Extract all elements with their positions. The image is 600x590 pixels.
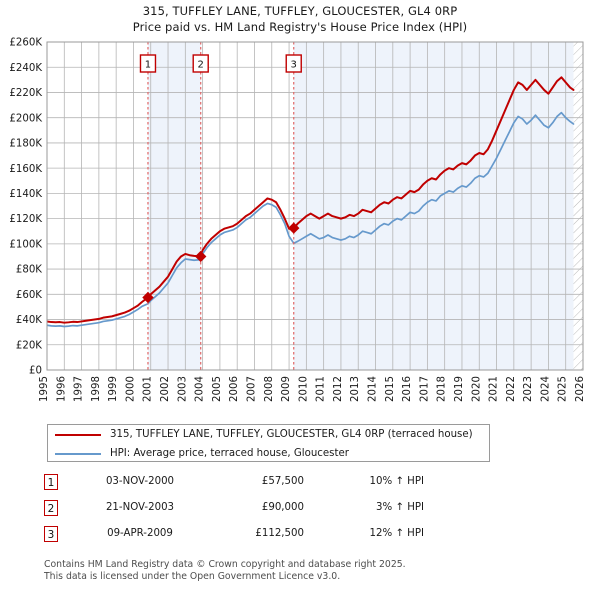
- x-axis-tick-label: 2021: [489, 376, 500, 402]
- y-axis-tick-label: £180K: [9, 139, 42, 150]
- x-axis-tick-label: 2025: [558, 376, 569, 402]
- y-axis-tick-label: £160K: [9, 164, 42, 175]
- legend-item-hpi: HPI: Average price, terraced house, Glou…: [48, 444, 489, 463]
- x-axis-tick-label: 2010: [298, 376, 309, 402]
- legend-label-property: 315, TUFFLEY LANE, TUFFLEY, GLOUCESTER, …: [110, 429, 473, 440]
- x-axis-tick-label: 2023: [523, 376, 534, 402]
- page-title: 315, TUFFLEY LANE, TUFFLEY, GLOUCESTER, …: [0, 3, 600, 35]
- x-axis-tick-label: 1998: [91, 376, 102, 402]
- footer-line-2: This data is licensed under the Open Gov…: [44, 570, 341, 582]
- x-axis-tick-label: 2003: [177, 376, 188, 402]
- table-row: 1 03-NOV-2000 £57,500 10% ↑ HPI: [44, 472, 474, 498]
- title-line-2: Price paid vs. HM Land Registry's House …: [132, 20, 468, 34]
- x-axis-tick-label: 2014: [368, 376, 379, 402]
- y-axis-tick-label: £0: [29, 366, 42, 377]
- attribution-footer: Contains HM Land Registry data © Crown c…: [44, 559, 564, 582]
- y-axis-tick-label: £100K: [9, 239, 42, 250]
- x-axis-tick-label: 2015: [385, 376, 396, 402]
- legend-item-property: 315, TUFFLEY LANE, TUFFLEY, GLOUCESTER, …: [48, 425, 489, 444]
- x-axis-tick-label: 2018: [437, 376, 448, 402]
- x-axis-tick-label: 2016: [402, 376, 413, 402]
- table-row: 2 21-NOV-2003 £90,000 3% ↑ HPI: [44, 498, 474, 524]
- transaction-badge-2: 2: [44, 500, 58, 516]
- series-line-property: [47, 76, 575, 324]
- transaction-badge-3: 3: [44, 526, 58, 542]
- legend-swatch-property: [55, 433, 101, 436]
- marker-callout-box-2: [192, 54, 209, 73]
- y-axis-tick-label: £240K: [9, 63, 42, 74]
- x-axis-tick-label: 2008: [264, 376, 275, 402]
- transaction-hpi-delta-2: 3% ↑ HPI: [376, 502, 424, 513]
- x-axis-tick-label: 2005: [212, 376, 223, 402]
- y-axis-tick-label: £260K: [9, 38, 42, 49]
- ownership-band-2: [293, 42, 583, 370]
- chart-legend: 315, TUFFLEY LANE, TUFFLEY, GLOUCESTER, …: [47, 424, 490, 462]
- x-axis-tick-label: 2009: [281, 376, 292, 402]
- y-axis-tick-label: £20K: [16, 340, 42, 351]
- x-axis-tick-label: 2012: [333, 376, 344, 402]
- transaction-marker-3: [288, 222, 300, 234]
- x-axis-tick-label: 2013: [350, 376, 361, 402]
- marker-callout-label-1: 1: [145, 60, 151, 71]
- transactions-table: 1 03-NOV-2000 £57,500 10% ↑ HPI 2 21-NOV…: [44, 472, 474, 550]
- title-line-1: 315, TUFFLEY LANE, TUFFLEY, GLOUCESTER, …: [142, 4, 458, 18]
- legend-swatch-hpi: [55, 452, 101, 455]
- x-axis-tick-label: 2006: [229, 376, 240, 402]
- marker-callout-box-1: [139, 54, 157, 73]
- transaction-badge-1: 1: [44, 474, 58, 490]
- y-axis-tick-label: £200K: [9, 113, 42, 124]
- x-axis-tick-label: 2024: [540, 376, 551, 402]
- transaction-hpi-delta-1: 10% ↑ HPI: [369, 476, 424, 487]
- transaction-marker-1: [142, 291, 154, 304]
- x-axis-tick-label: 2019: [454, 376, 465, 402]
- x-axis-tick-label: 1997: [74, 376, 85, 402]
- transaction-date-2: 21-NOV-2003: [105, 502, 175, 513]
- marker-callout-label-3: 3: [291, 60, 297, 71]
- marker-callout-box-3: [285, 54, 302, 73]
- x-axis-tick-label: 2004: [195, 376, 206, 402]
- x-axis-tick-label: 1999: [108, 376, 119, 402]
- transaction-price-2: £90,000: [261, 502, 304, 513]
- y-axis-tick-label: £40K: [16, 315, 42, 326]
- marker-points: [142, 222, 300, 304]
- transaction-date-3: 09-APR-2009: [107, 528, 173, 539]
- x-axis-tick-label: 2007: [246, 376, 257, 402]
- ownership-bands: [147, 42, 583, 370]
- x-axis-tick-label: 2022: [506, 376, 517, 402]
- x-axis-tick-label: 2000: [125, 376, 136, 402]
- transaction-price-3: £112,500: [255, 528, 304, 539]
- plot-frame: [46, 41, 584, 371]
- no-data-hatch: [573, 42, 583, 370]
- y-axis-tick-label: £80K: [16, 265, 42, 276]
- footer-line-1: Contains HM Land Registry data © Crown c…: [44, 559, 406, 570]
- series-line-hpi: [47, 111, 575, 328]
- y-axis-ticks: £0 £20K £40K £60K £80K £100K £120K £140K £160K £1…: [9, 38, 42, 377]
- marker-labels: 1 2 3: [139, 54, 302, 73]
- x-axis-tick-label: 1995: [39, 376, 50, 402]
- y-axis-tick-label: £60K: [16, 290, 42, 301]
- legend-label-hpi: HPI: Average price, terraced house, Glou…: [110, 448, 349, 459]
- y-axis-tick-label: £120K: [9, 214, 42, 225]
- x-axis-tick-label: 2020: [471, 376, 482, 402]
- transaction-hpi-delta-3: 12% ↑ HPI: [369, 528, 424, 539]
- x-axis-tick-label: 1996: [56, 376, 67, 402]
- table-row: 3 09-APR-2009 £112,500 12% ↑ HPI: [44, 524, 474, 550]
- transaction-date-1: 03-NOV-2000: [105, 476, 175, 487]
- x-axis-tick-label: 2026: [575, 376, 586, 402]
- x-axis-tick-label: 2017: [419, 376, 430, 402]
- y-axis-tick-label: £220K: [9, 88, 42, 99]
- y-axis-tick-label: £140K: [9, 189, 42, 200]
- x-axis-tick-label: 2002: [160, 376, 171, 402]
- x-axis-tick-label: 2011: [316, 376, 327, 402]
- x-axis-tick-label: 2001: [143, 376, 154, 402]
- ownership-band-1: [147, 42, 201, 370]
- transaction-price-1: £57,500: [261, 476, 304, 487]
- series-lines: [47, 76, 575, 328]
- marker-callout-label-2: 2: [198, 60, 204, 71]
- transaction-marker-2: [195, 250, 207, 263]
- x-axis-ticks: 1995 1996 1997 1998 1999 2000 2001 2002 2003 2004…: [39, 376, 586, 402]
